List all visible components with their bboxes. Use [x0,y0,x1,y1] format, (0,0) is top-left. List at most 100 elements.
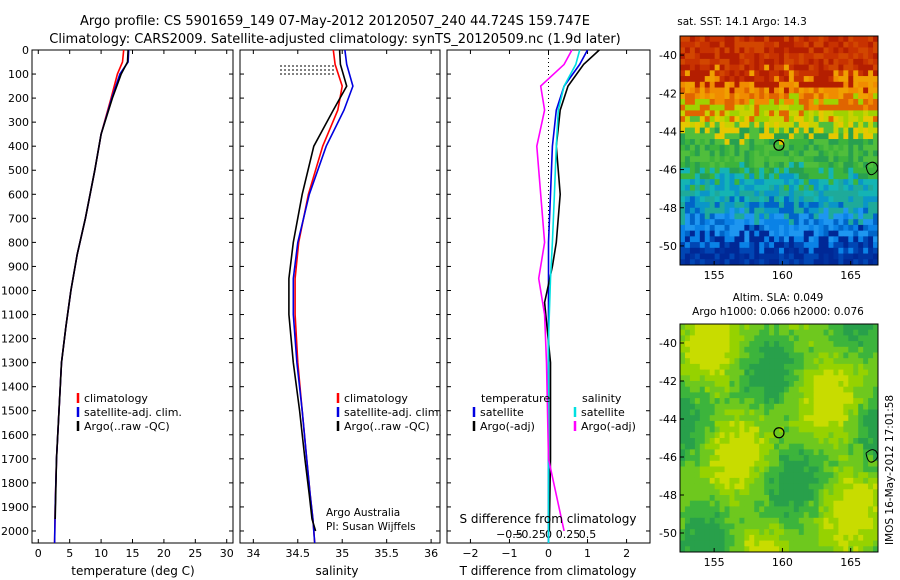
sst-map-cell [774,167,780,174]
sla-map-cell [813,358,820,365]
sst-map-cell [808,207,815,214]
temperature-ytick-label: 200 [8,92,29,105]
sst-map-cell [769,242,775,249]
sst-map-cell [714,93,721,100]
sst-map-cell [699,47,706,54]
sla-map-cell [798,438,805,445]
sst-map-cell [709,167,716,174]
sla-map-cell [798,443,805,450]
sla-map-cell [843,483,849,490]
sst-map-cell [868,253,874,260]
sla-map-cell [803,335,810,342]
sla-map-cell [739,420,745,428]
sst-map-cell [714,64,721,71]
sst-map-cell [813,156,820,163]
side-stamp: IMOS 16-May-2012 17:01:58 [884,395,896,545]
sla-map-cell [694,398,701,405]
sst-map-cell [838,173,844,180]
sst-map-cell [719,139,726,146]
sst-map-cell [764,179,770,186]
sst-map-cell [754,253,760,260]
sst-map-cell [788,253,795,260]
sla-map-cell [783,489,790,496]
sst-map-cell [868,230,874,237]
sst-map-cell [843,93,849,100]
sst-map-cell [724,144,730,151]
sla-map-cell [858,489,864,496]
sla-map-cell [749,477,755,485]
sst-map-cell [714,202,721,209]
sst-map-cell [818,87,825,94]
temperature-frame [31,49,234,544]
sst-map-cell [833,259,839,266]
sst-map-cell [853,167,859,174]
sla-map-cell [769,369,775,376]
sla-map-cell [833,483,839,490]
sst-map-cell [803,156,810,163]
sla-map-cell [788,546,795,553]
sla-map-cell [754,517,760,524]
sla-map-cell [734,386,740,393]
sla-map-cell [734,546,740,553]
sst-map-cell [838,47,844,54]
sst-map-cell [853,110,859,117]
sst-map-cell [689,156,696,163]
sla-map-cell [714,329,721,336]
sla-map-cell [739,392,745,399]
sla-map-cell [764,398,770,405]
sla-map-cell [863,426,869,433]
sla-map-cell [774,409,780,416]
sst-map-cell [744,144,750,151]
sst-map-cell [729,167,735,174]
sst-map-cell [769,81,775,89]
sst-map-cell [734,93,740,100]
sst-map-cell [783,196,790,203]
sst-map-cell [793,121,800,129]
sla-map-cell [813,546,820,553]
sst-map-cell [873,47,879,54]
sla-map-cell [774,534,780,542]
sla-map-cell [714,409,721,416]
sla-map-cell [724,512,730,519]
sst-map-cell [764,98,770,106]
sst-map-cell [843,76,849,83]
sst-map-cell [694,213,701,220]
sla-map-cell [684,534,691,542]
sla-map-cell [798,495,805,502]
sst-map-cell [828,224,834,232]
sla-map-cell [853,381,859,388]
sst-map-cell [739,127,745,134]
sst-map-cell [744,253,750,260]
sla-map-cell [684,398,691,405]
sla-map-cell [709,386,716,393]
sla-map-cell [788,495,795,502]
sst-map-cell [838,93,844,100]
sst-map-cell [843,179,849,186]
sst-map-cell [818,247,825,255]
sla-map-cell [779,335,785,342]
sst-map-cell [843,53,849,60]
sla-map-cell [754,443,760,450]
sst-map-cell [848,213,854,220]
sst-map-cell [749,259,755,266]
sla-map-cell [808,449,815,456]
sst-map-cell [853,242,859,249]
sla-map-cell [833,534,839,542]
sla-map-cell [868,506,874,513]
difference-s-tick-label: 0.5 [579,528,597,541]
sst-map-cell [689,133,696,140]
sst-map-cell [749,247,755,255]
sst-map-cell [744,110,750,117]
sla-map-cell [798,534,805,542]
sla-map-cell [823,529,829,536]
sst-map-cell [838,230,844,237]
sst-map-cell [744,87,750,94]
sst-map-cell [823,41,829,48]
sla-map-cell [793,472,800,479]
sla-map-cell [783,529,790,536]
sst-map-cell [729,53,735,60]
sst-map-cell [739,259,745,266]
sla-map-cell [828,335,834,342]
sst-map-cell [704,184,711,192]
sla-map-cell [783,426,790,433]
